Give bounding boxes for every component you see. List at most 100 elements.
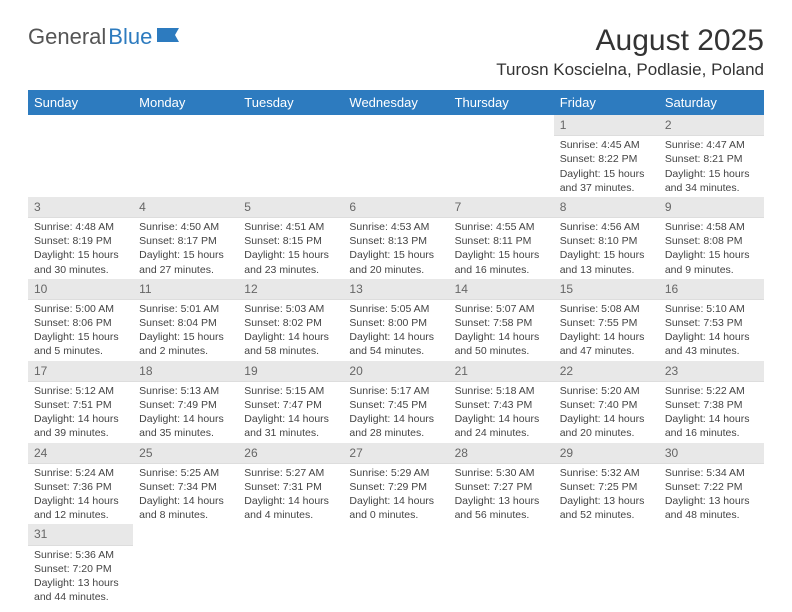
day-number: 21 <box>449 361 554 382</box>
day-number: 22 <box>554 361 659 382</box>
calendar-week-row: 3Sunrise: 4:48 AMSunset: 8:19 PMDaylight… <box>28 197 764 279</box>
day-details: Sunrise: 5:30 AMSunset: 7:27 PMDaylight:… <box>449 464 554 525</box>
sunrise-text: Sunrise: 5:18 AM <box>455 384 548 398</box>
daylight-text: Daylight: 14 hours and 50 minutes. <box>455 330 548 358</box>
sunrise-text: Sunrise: 5:10 AM <box>665 302 758 316</box>
day-details: Sunrise: 5:07 AMSunset: 7:58 PMDaylight:… <box>449 300 554 361</box>
day-details: Sunrise: 4:51 AMSunset: 8:15 PMDaylight:… <box>238 218 343 279</box>
calendar-day-cell: 17Sunrise: 5:12 AMSunset: 7:51 PMDayligh… <box>28 361 133 443</box>
sunset-text: Sunset: 7:22 PM <box>665 480 758 494</box>
sunset-text: Sunset: 8:10 PM <box>560 234 653 248</box>
sunset-text: Sunset: 7:53 PM <box>665 316 758 330</box>
calendar-body: 1Sunrise: 4:45 AMSunset: 8:22 PMDaylight… <box>28 115 764 606</box>
daylight-text: Daylight: 15 hours and 23 minutes. <box>244 248 337 276</box>
daylight-text: Daylight: 14 hours and 54 minutes. <box>349 330 442 358</box>
sunset-text: Sunset: 8:21 PM <box>665 152 758 166</box>
logo-text-2: Blue <box>108 24 152 50</box>
daylight-text: Daylight: 14 hours and 39 minutes. <box>34 412 127 440</box>
sunrise-text: Sunrise: 5:22 AM <box>665 384 758 398</box>
calendar-day-cell: 31Sunrise: 5:36 AMSunset: 7:20 PMDayligh… <box>28 524 133 606</box>
day-details: Sunrise: 4:45 AMSunset: 8:22 PMDaylight:… <box>554 136 659 197</box>
day-number: 31 <box>28 524 133 545</box>
daylight-text: Daylight: 14 hours and 4 minutes. <box>244 494 337 522</box>
sunset-text: Sunset: 7:58 PM <box>455 316 548 330</box>
calendar-day-cell: 13Sunrise: 5:05 AMSunset: 8:00 PMDayligh… <box>343 279 448 361</box>
day-details: Sunrise: 5:18 AMSunset: 7:43 PMDaylight:… <box>449 382 554 443</box>
day-number: 16 <box>659 279 764 300</box>
daylight-text: Daylight: 14 hours and 16 minutes. <box>665 412 758 440</box>
calendar-day-cell: 18Sunrise: 5:13 AMSunset: 7:49 PMDayligh… <box>133 361 238 443</box>
daylight-text: Daylight: 15 hours and 37 minutes. <box>560 167 653 195</box>
sunrise-text: Sunrise: 5:34 AM <box>665 466 758 480</box>
sunset-text: Sunset: 7:40 PM <box>560 398 653 412</box>
sunrise-text: Sunrise: 4:47 AM <box>665 138 758 152</box>
day-number: 4 <box>133 197 238 218</box>
day-details: Sunrise: 5:20 AMSunset: 7:40 PMDaylight:… <box>554 382 659 443</box>
daylight-text: Daylight: 14 hours and 8 minutes. <box>139 494 232 522</box>
day-details: Sunrise: 5:15 AMSunset: 7:47 PMDaylight:… <box>238 382 343 443</box>
daylight-text: Daylight: 14 hours and 58 minutes. <box>244 330 337 358</box>
sunrise-text: Sunrise: 5:05 AM <box>349 302 442 316</box>
weekday-header: Thursday <box>449 90 554 115</box>
sunset-text: Sunset: 8:19 PM <box>34 234 127 248</box>
sunrise-text: Sunrise: 5:01 AM <box>139 302 232 316</box>
logo: GeneralBlue <box>28 24 187 50</box>
sunset-text: Sunset: 7:55 PM <box>560 316 653 330</box>
day-number: 20 <box>343 361 448 382</box>
sunrise-text: Sunrise: 4:53 AM <box>349 220 442 234</box>
day-details: Sunrise: 4:56 AMSunset: 8:10 PMDaylight:… <box>554 218 659 279</box>
calendar-day-cell: 15Sunrise: 5:08 AMSunset: 7:55 PMDayligh… <box>554 279 659 361</box>
day-number: 11 <box>133 279 238 300</box>
calendar-day-cell: 29Sunrise: 5:32 AMSunset: 7:25 PMDayligh… <box>554 443 659 525</box>
calendar-day-cell: 1Sunrise: 4:45 AMSunset: 8:22 PMDaylight… <box>554 115 659 197</box>
sunset-text: Sunset: 8:22 PM <box>560 152 653 166</box>
daylight-text: Daylight: 15 hours and 30 minutes. <box>34 248 127 276</box>
daylight-text: Daylight: 14 hours and 43 minutes. <box>665 330 758 358</box>
sunset-text: Sunset: 8:15 PM <box>244 234 337 248</box>
calendar-empty-cell <box>28 115 133 197</box>
calendar-day-cell: 2Sunrise: 4:47 AMSunset: 8:21 PMDaylight… <box>659 115 764 197</box>
daylight-text: Daylight: 13 hours and 48 minutes. <box>665 494 758 522</box>
calendar-week-row: 1Sunrise: 4:45 AMSunset: 8:22 PMDaylight… <box>28 115 764 197</box>
sunset-text: Sunset: 7:20 PM <box>34 562 127 576</box>
sunrise-text: Sunrise: 5:25 AM <box>139 466 232 480</box>
daylight-text: Daylight: 13 hours and 52 minutes. <box>560 494 653 522</box>
calendar-week-row: 31Sunrise: 5:36 AMSunset: 7:20 PMDayligh… <box>28 524 764 606</box>
day-details: Sunrise: 5:08 AMSunset: 7:55 PMDaylight:… <box>554 300 659 361</box>
sunset-text: Sunset: 7:38 PM <box>665 398 758 412</box>
calendar-day-cell: 3Sunrise: 4:48 AMSunset: 8:19 PMDaylight… <box>28 197 133 279</box>
sunset-text: Sunset: 8:13 PM <box>349 234 442 248</box>
day-details: Sunrise: 5:01 AMSunset: 8:04 PMDaylight:… <box>133 300 238 361</box>
daylight-text: Daylight: 15 hours and 2 minutes. <box>139 330 232 358</box>
calendar-day-cell: 5Sunrise: 4:51 AMSunset: 8:15 PMDaylight… <box>238 197 343 279</box>
calendar-week-row: 17Sunrise: 5:12 AMSunset: 7:51 PMDayligh… <box>28 361 764 443</box>
sunrise-text: Sunrise: 5:00 AM <box>34 302 127 316</box>
sunset-text: Sunset: 8:00 PM <box>349 316 442 330</box>
weekday-header: Sunday <box>28 90 133 115</box>
day-details: Sunrise: 5:24 AMSunset: 7:36 PMDaylight:… <box>28 464 133 525</box>
sunrise-text: Sunrise: 5:30 AM <box>455 466 548 480</box>
sunrise-text: Sunrise: 5:03 AM <box>244 302 337 316</box>
calendar-empty-cell <box>554 524 659 606</box>
day-details: Sunrise: 4:50 AMSunset: 8:17 PMDaylight:… <box>133 218 238 279</box>
month-title: August 2025 <box>496 24 764 58</box>
sunset-text: Sunset: 7:31 PM <box>244 480 337 494</box>
daylight-text: Daylight: 15 hours and 16 minutes. <box>455 248 548 276</box>
day-number: 1 <box>554 115 659 136</box>
sunset-text: Sunset: 8:04 PM <box>139 316 232 330</box>
day-details: Sunrise: 4:58 AMSunset: 8:08 PMDaylight:… <box>659 218 764 279</box>
sunrise-text: Sunrise: 4:50 AM <box>139 220 232 234</box>
day-details: Sunrise: 5:00 AMSunset: 8:06 PMDaylight:… <box>28 300 133 361</box>
calendar-empty-cell <box>133 524 238 606</box>
calendar-week-row: 24Sunrise: 5:24 AMSunset: 7:36 PMDayligh… <box>28 443 764 525</box>
sunrise-text: Sunrise: 5:20 AM <box>560 384 653 398</box>
logo-text-1: General <box>28 24 106 50</box>
sunset-text: Sunset: 7:36 PM <box>34 480 127 494</box>
sunrise-text: Sunrise: 4:45 AM <box>560 138 653 152</box>
day-number: 27 <box>343 443 448 464</box>
day-number: 24 <box>28 443 133 464</box>
calendar-day-cell: 14Sunrise: 5:07 AMSunset: 7:58 PMDayligh… <box>449 279 554 361</box>
calendar-empty-cell <box>449 115 554 197</box>
day-details: Sunrise: 5:32 AMSunset: 7:25 PMDaylight:… <box>554 464 659 525</box>
day-number: 18 <box>133 361 238 382</box>
